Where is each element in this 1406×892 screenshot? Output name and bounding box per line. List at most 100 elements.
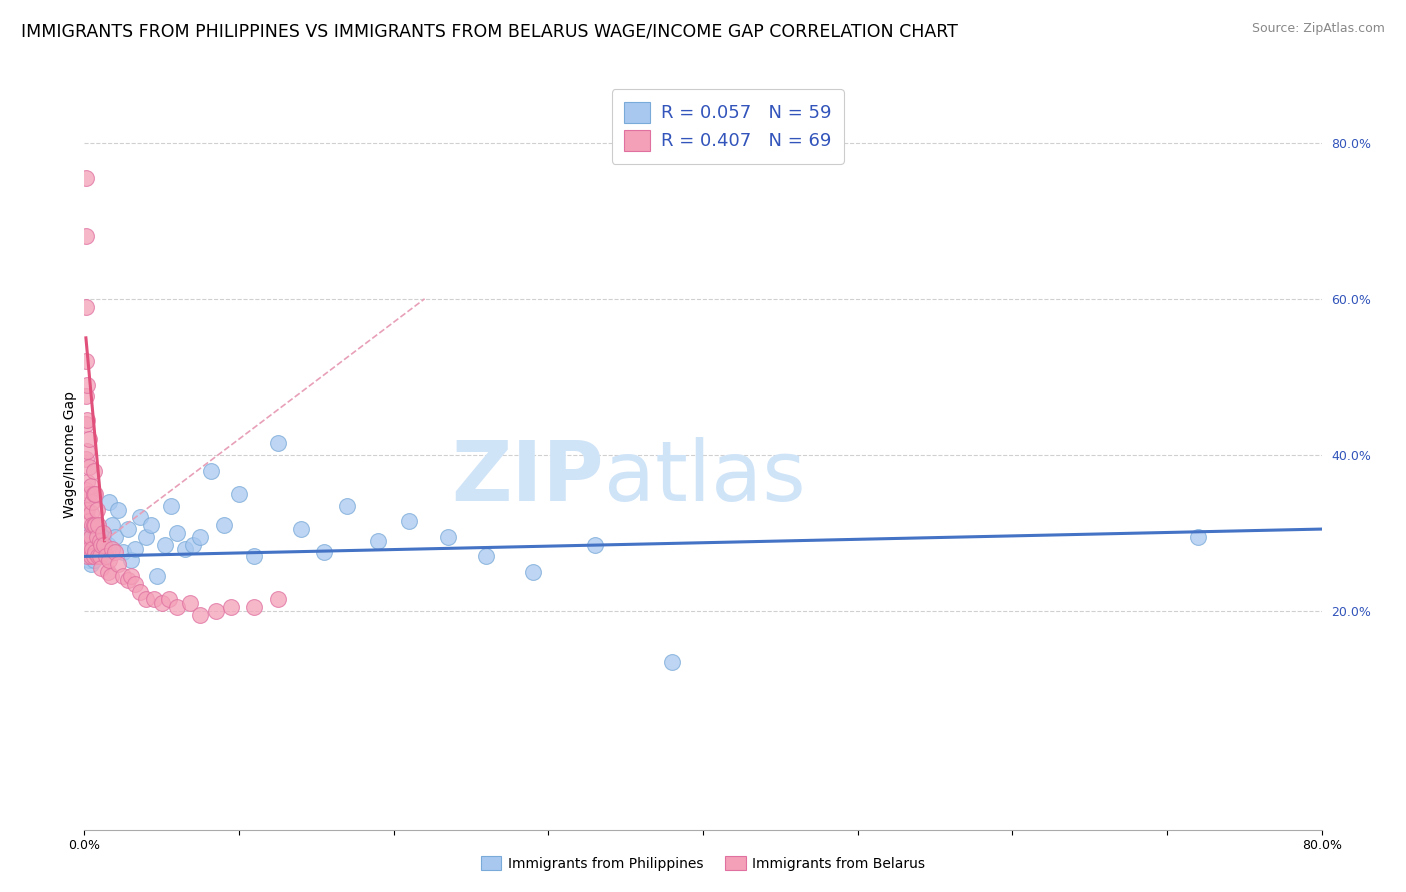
- Point: [84, 518, 107, 533]
- Point: [93, 549, 115, 564]
- Point: [583, 538, 606, 552]
- Point: [129, 584, 152, 599]
- Point: [117, 522, 139, 536]
- Point: [76, 530, 98, 544]
- Point: [228, 487, 250, 501]
- Point: [86, 549, 108, 564]
- Point: [76, 377, 98, 392]
- Point: [84, 487, 107, 501]
- Point: [188, 530, 211, 544]
- Point: [84, 530, 107, 544]
- Point: [120, 553, 142, 567]
- Point: [96, 538, 118, 552]
- Text: Source: ZipAtlas.com: Source: ZipAtlas.com: [1251, 22, 1385, 36]
- Point: [160, 499, 183, 513]
- Point: [83, 553, 105, 567]
- Point: [86, 530, 108, 544]
- Point: [84, 545, 107, 559]
- Point: [86, 502, 108, 516]
- Point: [90, 538, 112, 552]
- Point: [124, 576, 146, 591]
- Point: [83, 518, 105, 533]
- Point: [76, 549, 98, 564]
- Point: [312, 545, 335, 559]
- Point: [104, 530, 127, 544]
- Point: [96, 565, 118, 579]
- Point: [89, 549, 111, 564]
- Text: atlas: atlas: [605, 437, 806, 518]
- Point: [83, 549, 105, 564]
- Point: [79, 541, 101, 556]
- Point: [82, 494, 104, 508]
- Point: [76, 413, 98, 427]
- Point: [159, 592, 180, 607]
- Point: [89, 545, 111, 559]
- Point: [75, 170, 97, 185]
- Point: [179, 596, 201, 610]
- Point: [107, 557, 129, 572]
- Point: [79, 507, 101, 521]
- Point: [107, 502, 129, 516]
- Point: [94, 549, 117, 564]
- Point: [174, 541, 197, 556]
- Point: [89, 533, 111, 548]
- Point: [200, 464, 222, 478]
- Point: [83, 522, 105, 536]
- Point: [475, 549, 498, 564]
- Point: [75, 389, 97, 403]
- Point: [77, 432, 100, 446]
- Point: [82, 538, 104, 552]
- Point: [212, 518, 235, 533]
- Point: [112, 545, 135, 559]
- Legend: Immigrants from Philippines, Immigrants from Belarus: Immigrants from Philippines, Immigrants …: [475, 850, 931, 876]
- Point: [77, 538, 100, 552]
- Point: [82, 518, 104, 533]
- Point: [267, 592, 290, 607]
- Point: [522, 565, 544, 579]
- Point: [77, 514, 100, 528]
- Point: [101, 541, 124, 556]
- Point: [75, 300, 97, 314]
- Point: [336, 499, 359, 513]
- Point: [75, 354, 97, 368]
- Point: [76, 502, 98, 516]
- Point: [181, 538, 204, 552]
- Point: [79, 549, 101, 564]
- Point: [166, 600, 188, 615]
- Point: [77, 553, 100, 567]
- Point: [205, 604, 228, 618]
- Point: [76, 530, 98, 544]
- Point: [135, 592, 157, 607]
- Point: [77, 541, 100, 556]
- Point: [82, 541, 104, 556]
- Point: [75, 451, 97, 466]
- Point: [100, 569, 122, 583]
- Point: [90, 538, 112, 552]
- Point: [77, 459, 100, 474]
- Point: [367, 533, 389, 548]
- Text: IMMIGRANTS FROM PHILIPPINES VS IMMIGRANTS FROM BELARUS WAGE/INCOME GAP CORRELATI: IMMIGRANTS FROM PHILIPPINES VS IMMIGRANT…: [21, 22, 957, 40]
- Point: [75, 483, 97, 497]
- Point: [91, 526, 114, 541]
- Point: [75, 229, 97, 244]
- Point: [79, 530, 101, 544]
- Point: [117, 573, 139, 587]
- Point: [135, 530, 157, 544]
- Point: [86, 538, 108, 552]
- Point: [290, 522, 312, 536]
- Point: [146, 569, 169, 583]
- Point: [1187, 530, 1209, 544]
- Point: [82, 545, 104, 559]
- Point: [89, 526, 111, 541]
- Point: [436, 530, 458, 544]
- Point: [150, 596, 173, 610]
- Point: [87, 549, 110, 564]
- Text: ZIP: ZIP: [451, 437, 605, 518]
- Point: [98, 553, 121, 567]
- Point: [124, 541, 146, 556]
- Point: [87, 518, 110, 533]
- Point: [83, 464, 105, 478]
- Point: [76, 475, 98, 490]
- Y-axis label: Wage/Income Gap: Wage/Income Gap: [63, 392, 77, 518]
- Point: [79, 479, 101, 493]
